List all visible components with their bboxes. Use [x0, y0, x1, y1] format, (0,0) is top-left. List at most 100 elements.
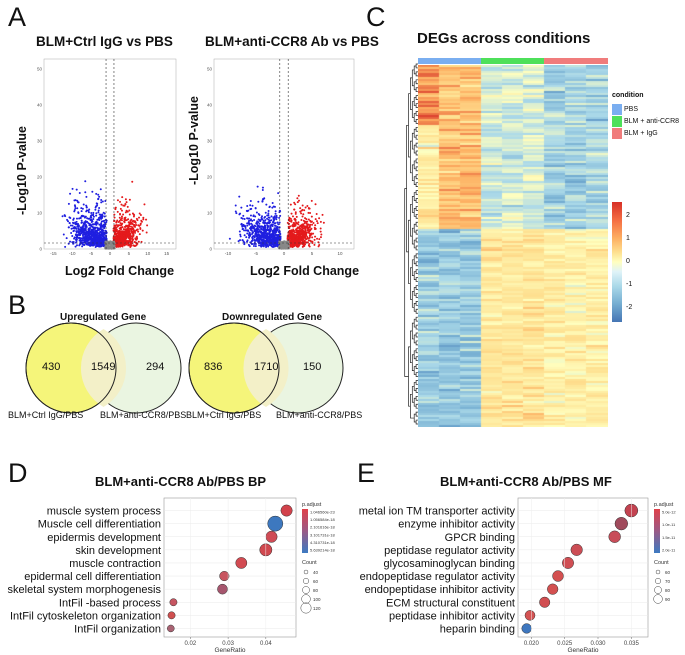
venn-1-right-only: 294: [146, 361, 165, 373]
legend-color-tick: 1.5e-11: [662, 535, 676, 540]
annotation-pbs: [418, 58, 481, 64]
term-label: IntFil -based process: [59, 597, 162, 609]
legend-size-circle: [654, 577, 662, 585]
heatmap-dendrogram: [404, 63, 418, 425]
term-label: Muscle cell differentiation: [38, 519, 161, 531]
x-tick-label: 0.02: [185, 641, 197, 647]
legend-size-circle: [301, 594, 311, 604]
x-tick-label: 0.020: [524, 641, 540, 647]
venn-1-left-label: BLM+Ctrl IgG/PBS: [8, 410, 84, 420]
term-label: IntFil cytoskeleton organization: [10, 610, 161, 622]
term-dot: [608, 530, 621, 543]
term-dot: [169, 598, 178, 607]
panel-letter-c: C: [366, 2, 386, 32]
volcano-plot-2: -10 -5 0 5 10 0 10 20 30 40 50: [207, 58, 355, 256]
volcano-ytick: 30: [37, 139, 43, 144]
heatmap-title: DEGs across conditions: [417, 30, 591, 47]
term-label: heparin binding: [440, 623, 515, 635]
volcano-xtick: -10: [69, 251, 76, 256]
legend-color-title: p.adjust: [302, 502, 322, 508]
volcano-ytick: 0: [209, 247, 212, 252]
volcano-ytick: 10: [37, 211, 43, 216]
term-dot: [547, 583, 559, 595]
term-dot: [280, 504, 293, 517]
volcano-xtick: -5: [89, 251, 93, 256]
legend-size-circle: [302, 577, 310, 585]
term-label: endopeptidase inhibitor activity: [365, 584, 516, 596]
legend-color-tick: 1.056584e-18: [310, 517, 335, 522]
condition-legend-title: condition: [612, 92, 644, 99]
dotplot-e-title: BLM+anti-CCR8 Ab/PBS MF: [440, 474, 612, 489]
volcano-2-title: BLM+anti-CCR8 Ab vs PBS: [205, 34, 379, 49]
term-label: skeletal system morphogenesis: [8, 584, 162, 596]
x-tick-label: 0.030: [590, 641, 606, 647]
volcano-ytick: 50: [207, 67, 213, 72]
venn-1-left-only: 430: [42, 361, 61, 373]
dotplot-panel: [163, 497, 297, 638]
volcano-ytick: 40: [207, 103, 213, 108]
legend-color-bar: [302, 509, 308, 553]
volcano-xtick: 15: [164, 251, 170, 256]
term-label: skin development: [75, 545, 161, 557]
annotation-anti-ccr8: [481, 58, 544, 64]
term-dot: [217, 583, 228, 595]
volcano-ytick: 20: [207, 175, 213, 180]
venn-2-left-only: 836: [204, 361, 223, 373]
legend-color-tick: 5.0e-12: [662, 510, 676, 515]
volcano-ytick: 10: [207, 211, 213, 216]
term-dot: [267, 515, 284, 532]
venn-1-overlap: 1549: [91, 361, 116, 373]
volcano-xtick: 0: [283, 251, 286, 256]
legend-swatch-pbs: [612, 104, 622, 115]
dotplot-panel: [517, 497, 649, 638]
term-dot: [524, 610, 536, 621]
term-label: ECM structural constituent: [386, 597, 515, 609]
venn-2-overlap: 1710: [254, 361, 279, 373]
legend-label-anti-ccr8: BLM + anti-CCR8: [624, 118, 680, 125]
legend-color-bar: [654, 509, 660, 553]
volcano-xtick: 10: [145, 251, 151, 256]
legend-size-tick: 100: [313, 597, 321, 602]
term-dot: [235, 557, 248, 569]
term-dot: [539, 596, 551, 608]
heatmap-color-scale: [612, 202, 622, 322]
legend-size-tick: 60: [313, 579, 319, 584]
legend-size-tick: 60: [665, 570, 671, 575]
term-dot: [521, 623, 532, 634]
x-tick-label: 0.025: [557, 641, 573, 647]
term-dot: [167, 611, 176, 620]
legend-size-circle: [655, 569, 661, 575]
dotplot-d-title: BLM+anti-CCR8 Ab/PBS BP: [95, 474, 267, 489]
legend-color-tick: 2.0e-11: [662, 548, 676, 553]
legend-size-circle: [653, 594, 663, 604]
legend-size-tick: 70: [665, 579, 671, 584]
volcano-xtick: -10: [225, 251, 232, 256]
volcano-ytick: 0: [39, 247, 42, 252]
x-axis-label: GeneRatio: [214, 647, 245, 654]
term-label: peptidase regulator activity: [384, 545, 515, 557]
venn-1-right-label: BLM+anti-CCR8/PBS: [100, 410, 187, 420]
volcano-2-xlabel: Log2 Fold Change: [250, 264, 360, 278]
legend-color-tick: 2.101616e-18: [310, 525, 335, 530]
legend-size-circle: [303, 569, 309, 575]
volcano-1-title: BLM+Ctrl IgG vs PBS: [36, 34, 173, 49]
legend-size-circle: [654, 586, 662, 594]
panel-letter-e: E: [357, 458, 376, 488]
term-label: metal ion TM transporter activity: [359, 506, 516, 518]
x-tick-label: 0.04: [260, 641, 272, 647]
annotation-igg: [544, 58, 608, 64]
term-dot: [552, 570, 564, 582]
venn-2-right-only: 150: [303, 361, 322, 373]
term-label: glycosaminoglycan binding: [384, 558, 515, 570]
volcano-xtick: 10: [337, 251, 343, 256]
scale-tick-1: 1: [626, 235, 630, 242]
term-label: epidermis development: [47, 532, 161, 544]
volcano-xtick: -5: [254, 251, 258, 256]
panel-letter-b: B: [8, 290, 27, 320]
legend-size-tick: 40: [313, 570, 319, 575]
volcano-xtick: 5: [311, 251, 314, 256]
term-dot: [614, 517, 628, 531]
